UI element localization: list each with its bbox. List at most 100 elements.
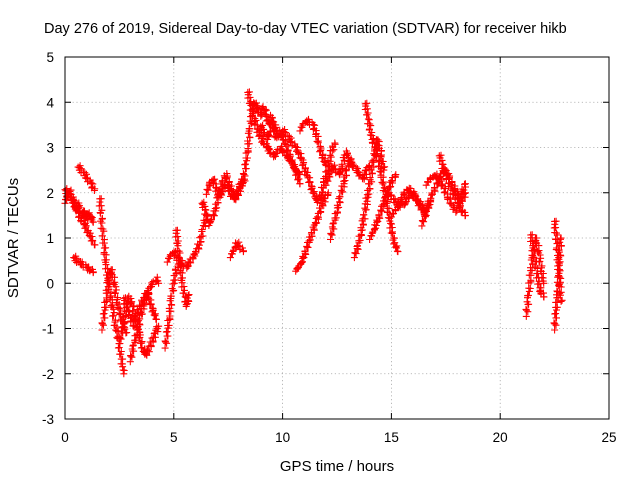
data-point — [535, 273, 543, 281]
data-point — [198, 226, 206, 233]
data-point — [150, 330, 158, 338]
data-point — [178, 262, 186, 270]
data-point — [537, 254, 545, 262]
data-point — [551, 320, 559, 328]
data-point — [366, 131, 374, 139]
data-point — [551, 310, 559, 318]
data-point — [117, 335, 125, 343]
data-point — [339, 188, 347, 196]
data-point — [328, 231, 336, 239]
series-Y — [361, 99, 402, 256]
data-point — [359, 171, 367, 179]
data-point — [393, 244, 400, 252]
data-point — [558, 296, 566, 304]
x-tick-label: 10 — [275, 430, 290, 445]
data-point — [370, 135, 377, 142]
data-point — [524, 292, 532, 300]
data-point — [392, 243, 400, 251]
data-point — [89, 268, 97, 276]
data-point — [353, 243, 361, 250]
data-point — [180, 283, 188, 290]
data-point — [161, 337, 169, 345]
x-tick-label: 20 — [493, 430, 508, 445]
data-point — [199, 232, 207, 240]
data-point — [461, 189, 469, 197]
data-point — [131, 316, 139, 324]
data-point — [213, 204, 221, 212]
data-point — [284, 147, 292, 155]
x-tick-label: 5 — [170, 430, 178, 445]
data-point — [107, 302, 115, 310]
data-point — [341, 177, 349, 185]
data-point — [119, 363, 127, 371]
data-point — [167, 292, 175, 300]
data-point — [327, 229, 335, 237]
data-point — [293, 171, 301, 179]
data-point — [97, 202, 105, 210]
series-D — [70, 252, 97, 277]
data-point — [302, 251, 310, 258]
data-point — [246, 93, 254, 101]
data-point — [242, 165, 250, 173]
data-point — [363, 111, 371, 119]
data-points — [61, 88, 566, 378]
data-point — [265, 145, 273, 153]
series-E — [95, 195, 128, 378]
data-point — [557, 235, 564, 243]
series-B — [61, 185, 99, 249]
data-point — [98, 232, 106, 240]
data-point — [109, 279, 117, 287]
y-tick-label: 2 — [46, 186, 54, 201]
data-point — [118, 324, 126, 332]
data-point — [330, 219, 338, 227]
data-point — [168, 301, 176, 309]
data-point — [431, 184, 439, 192]
series-H — [126, 273, 163, 366]
data-point — [235, 180, 243, 188]
data-point — [129, 342, 137, 350]
data-point — [147, 301, 155, 309]
data-point — [174, 242, 182, 250]
data-point — [99, 310, 107, 318]
data-point — [209, 211, 217, 219]
data-point — [385, 204, 393, 212]
data-point — [522, 305, 530, 313]
data-point — [252, 116, 260, 124]
data-point — [421, 207, 429, 215]
y-tick-label: 3 — [46, 141, 54, 156]
data-point — [557, 234, 565, 242]
data-point — [116, 350, 124, 358]
data-point — [211, 175, 219, 183]
series-N — [202, 170, 246, 203]
series-U — [292, 189, 332, 275]
data-point — [128, 345, 136, 353]
data-point — [196, 234, 204, 242]
data-point — [427, 194, 435, 202]
data-point — [287, 157, 295, 165]
data-point — [556, 273, 564, 281]
data-point — [144, 346, 152, 354]
data-point — [311, 121, 319, 129]
data-point — [318, 200, 326, 207]
data-point — [241, 161, 249, 169]
data-point — [355, 172, 363, 180]
data-point — [116, 334, 124, 341]
data-point — [368, 157, 376, 165]
data-point — [314, 139, 322, 147]
data-point — [366, 174, 374, 182]
series-T — [296, 115, 330, 170]
series-I — [120, 289, 160, 330]
data-point — [152, 315, 160, 323]
y-tick-label: 5 — [46, 50, 54, 65]
data-point — [327, 236, 334, 243]
data-point — [149, 338, 157, 346]
data-point — [461, 180, 469, 188]
data-point — [256, 132, 264, 139]
data-point — [550, 319, 558, 327]
data-point — [309, 189, 317, 197]
data-point — [553, 231, 561, 239]
data-point — [394, 248, 402, 256]
data-point — [313, 137, 321, 145]
data-point — [388, 177, 396, 185]
data-point — [97, 195, 105, 203]
